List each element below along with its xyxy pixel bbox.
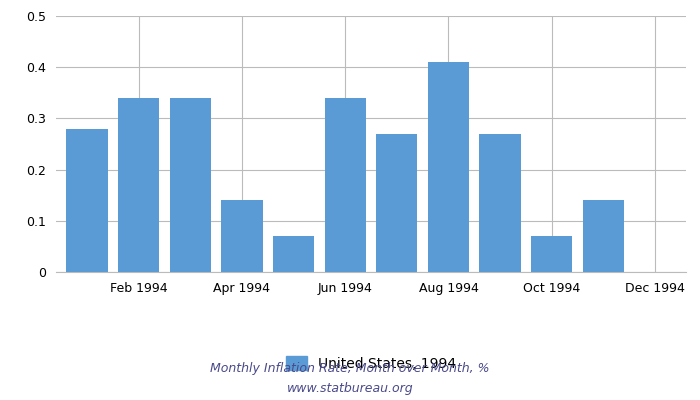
- Bar: [273, 236, 314, 272]
- Bar: [169, 98, 211, 272]
- Bar: [325, 98, 366, 272]
- Bar: [66, 129, 108, 272]
- Bar: [376, 134, 417, 272]
- Text: www.statbureau.org: www.statbureau.org: [287, 382, 413, 395]
- Bar: [582, 200, 624, 272]
- Bar: [221, 200, 262, 272]
- Bar: [531, 236, 573, 272]
- Bar: [480, 134, 521, 272]
- Bar: [118, 98, 160, 272]
- Bar: [428, 62, 469, 272]
- Legend: United States, 1994: United States, 1994: [281, 351, 461, 376]
- Text: Monthly Inflation Rate, Month over Month, %: Monthly Inflation Rate, Month over Month…: [210, 362, 490, 375]
